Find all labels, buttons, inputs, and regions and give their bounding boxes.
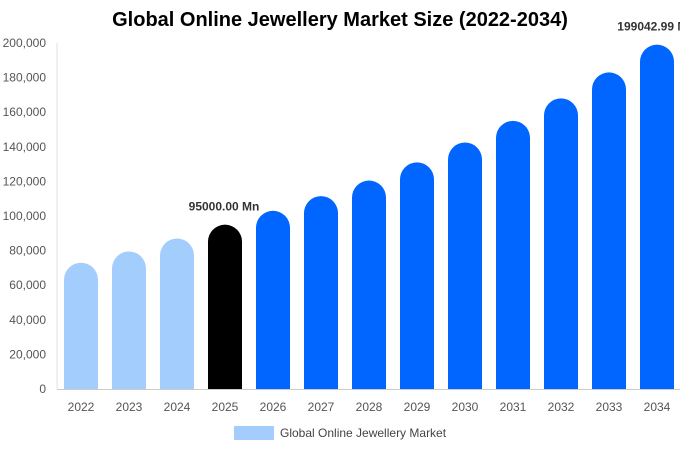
y-tick-label: 120,000 — [3, 174, 47, 188]
x-axis: 2022 2023 2024 2025 2026 2027 2028 2029 2030 2031… — [57, 389, 680, 414]
y-tick-label: 0 — [39, 382, 46, 396]
x-tick-label: 2024 — [164, 400, 191, 414]
x-tick-label: 2026 — [260, 400, 287, 414]
x-tick-label: 2027 — [308, 400, 335, 414]
annotations: 95000.00 Mn 199042.99 Mn — [189, 20, 680, 214]
bar-2025[interactable] — [208, 224, 242, 389]
bar-2022[interactable] — [64, 262, 98, 389]
legend-label: Global Online Jewellery Market — [280, 426, 447, 440]
x-tick-label: 2030 — [452, 400, 479, 414]
bar-2034[interactable] — [640, 44, 674, 389]
y-tick-label: 180,000 — [3, 71, 47, 85]
x-tick-label: 2034 — [644, 400, 671, 414]
data-label-2025: 95000.00 Mn — [189, 200, 260, 214]
chart-title: Global Online Jewellery Market Size (202… — [112, 9, 568, 31]
y-tick-label: 40,000 — [9, 313, 46, 327]
bar-2031[interactable] — [496, 120, 530, 389]
y-tick-label: 80,000 — [9, 244, 46, 258]
y-tick-label: 140,000 — [3, 140, 47, 154]
bar-2026[interactable] — [256, 210, 290, 389]
legend[interactable]: Global Online Jewellery Market — [234, 426, 446, 440]
y-tick-label: 60,000 — [9, 278, 46, 292]
bar-2024[interactable] — [160, 238, 194, 389]
legend-swatch — [234, 426, 274, 440]
x-tick-label: 2032 — [548, 400, 575, 414]
y-tick-label: 100,000 — [3, 209, 47, 223]
x-tick-label: 2029 — [404, 400, 431, 414]
y-axis: 0 20,000 40,000 60,000 80,000 100,000 120,000 1… — [3, 36, 58, 396]
x-tick-label: 2031 — [500, 400, 527, 414]
bar-2033[interactable] — [592, 72, 626, 389]
x-tick-label: 2033 — [596, 400, 623, 414]
x-tick-label: 2025 — [212, 400, 239, 414]
y-tick-label: 20,000 — [9, 347, 46, 361]
bar-2032[interactable] — [544, 98, 578, 390]
x-tick-label: 2022 — [68, 400, 95, 414]
bar-2028[interactable] — [352, 180, 386, 389]
y-tick-label: 200,000 — [3, 36, 47, 50]
bars — [64, 44, 674, 390]
bar-2030[interactable] — [448, 142, 482, 389]
bar-2029[interactable] — [400, 162, 434, 389]
y-tick-label: 160,000 — [3, 105, 47, 119]
data-label-2034: 199042.99 Mn — [617, 20, 680, 34]
x-tick-label: 2023 — [116, 400, 143, 414]
x-tick-label: 2028 — [356, 400, 383, 414]
bar-2023[interactable] — [112, 251, 146, 389]
bar-2027[interactable] — [304, 196, 338, 389]
